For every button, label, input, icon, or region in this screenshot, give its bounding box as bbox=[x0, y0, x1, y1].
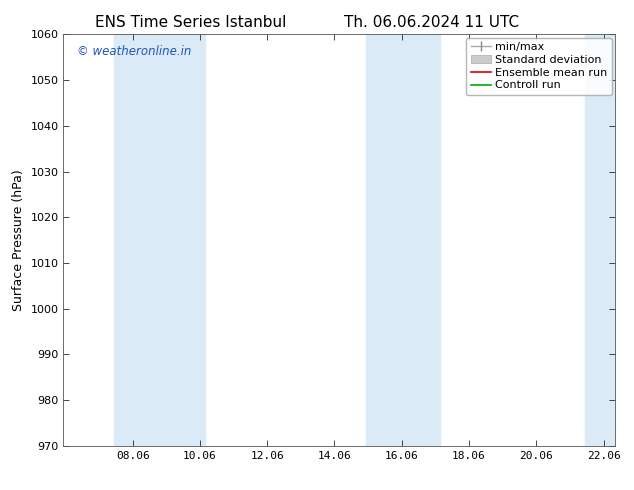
Legend: min/max, Standard deviation, Ensemble mean run, Controll run: min/max, Standard deviation, Ensemble me… bbox=[466, 38, 612, 95]
Text: © weatheronline.in: © weatheronline.in bbox=[77, 45, 191, 58]
Text: Th. 06.06.2024 11 UTC: Th. 06.06.2024 11 UTC bbox=[344, 15, 519, 30]
Bar bbox=[366, 34, 440, 446]
Y-axis label: Surface Pressure (hPa): Surface Pressure (hPa) bbox=[12, 169, 25, 311]
Bar bbox=[114, 34, 205, 446]
Text: ENS Time Series Istanbul: ENS Time Series Istanbul bbox=[94, 15, 286, 30]
Bar bbox=[585, 34, 615, 446]
